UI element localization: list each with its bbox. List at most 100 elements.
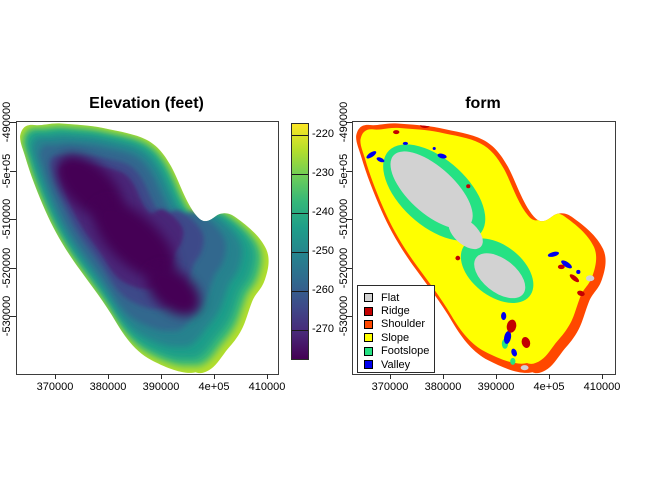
x-tick: [443, 374, 444, 379]
form-valley-patch: [547, 251, 560, 257]
x-tick: [549, 374, 550, 379]
x-tick-label: 390000: [142, 381, 180, 393]
legend-label: Ridge: [381, 305, 410, 318]
form-valley-patch: [437, 153, 447, 159]
legend-label: Valley: [381, 358, 411, 371]
x-tick: [496, 374, 497, 379]
form-valley-patch: [576, 269, 581, 274]
form-footslope-patch: [510, 357, 516, 365]
form-map: [356, 123, 606, 374]
legend-label: Footslope: [381, 345, 430, 358]
y-tick: [10, 171, 16, 172]
form-flat-core-mid: [448, 216, 483, 250]
colorbar-tick: [292, 330, 308, 331]
colorbar-tick: [292, 135, 308, 136]
legend-item-ridge: Ridge: [364, 304, 434, 317]
elevation-colorbar: [291, 123, 309, 360]
x-tick-label: 410000: [248, 381, 286, 393]
form-ridge-patch: [577, 290, 585, 297]
x-tick: [390, 374, 391, 379]
colorbar-label: -220: [312, 128, 335, 140]
shoulder-swatch: [364, 319, 373, 329]
y-tick-label: -530000: [338, 295, 350, 337]
form-valley-patch: [561, 260, 572, 269]
form-flat-core-se: [474, 253, 526, 299]
colorbar-label: -270: [312, 323, 335, 335]
y-tick: [10, 268, 16, 269]
x-tick-label: 380000: [89, 381, 127, 393]
y-tick: [346, 268, 352, 269]
x-tick-label: 370000: [36, 381, 74, 393]
panel-elevation: [16, 121, 279, 375]
form-flat-core-nw: [390, 151, 473, 229]
legend-item-shoulder: Shoulder: [364, 318, 434, 331]
form-ridge-patch: [557, 264, 565, 270]
valley-swatch: [364, 360, 373, 370]
colorbar-tick: [292, 213, 308, 214]
y-tick: [346, 122, 352, 123]
form-valley-patch: [511, 348, 517, 357]
form-title: form: [465, 95, 501, 112]
elevation-title: Elevation (feet): [89, 95, 204, 112]
x-tick: [108, 374, 109, 379]
legend-item-footslope: Footslope: [364, 345, 434, 358]
panel-form: Flat Ridge Shoulder Slope Footslope Vall…: [352, 121, 616, 375]
slope-swatch: [364, 333, 373, 343]
form-ridge-patch: [506, 319, 517, 333]
x-tick: [161, 374, 162, 379]
legend-item-flat: Flat: [364, 291, 434, 304]
colorbar-tick: [292, 291, 308, 292]
colorbar-label: -240: [312, 206, 335, 218]
legend-item-valley: Valley: [364, 358, 434, 371]
x-tick: [55, 374, 56, 379]
x-tick: [602, 374, 603, 379]
x-tick-label: 410000: [583, 381, 621, 393]
form-valley-patch: [501, 312, 507, 321]
elevation-map: [20, 123, 269, 374]
x-tick-label: 390000: [477, 381, 515, 393]
footslope-swatch: [364, 346, 373, 356]
form-ridge-patch: [521, 337, 531, 348]
legend-label: Slope: [381, 331, 410, 344]
y-tick: [346, 171, 352, 172]
y-tick: [10, 316, 16, 317]
colorbar-label: -260: [312, 284, 335, 296]
legend-label: Shoulder: [381, 318, 426, 331]
colorbar-label: -250: [312, 245, 335, 257]
legend-label: Flat: [381, 291, 400, 304]
colorbar-tick: [292, 174, 308, 175]
form-ridge-patch: [455, 255, 461, 261]
x-tick-label: 4e+05: [198, 381, 230, 393]
elevation-dark-core-mid: [93, 200, 176, 280]
y-tick: [346, 219, 352, 220]
x-tick: [267, 374, 268, 379]
y-tick: [10, 122, 16, 123]
form-ridge-patch: [356, 200, 362, 210]
form-valley-patch: [376, 157, 385, 163]
colorbar-tick: [292, 252, 308, 253]
x-tick-label: 370000: [371, 381, 409, 393]
y-tick: [10, 219, 16, 220]
elevation-dark-core-se: [146, 266, 201, 316]
form-flat-patch: [520, 365, 529, 371]
form-ridge-patch: [393, 130, 400, 135]
form-valley-patch: [402, 141, 409, 145]
legend-item-slope: Slope: [364, 331, 434, 344]
form-legend: Flat Ridge Shoulder Slope Footslope Vall…: [357, 285, 435, 373]
x-tick-label: 4e+05: [533, 381, 565, 393]
form-valley-patch: [432, 146, 436, 150]
x-tick: [214, 374, 215, 379]
x-tick-label: 380000: [424, 381, 462, 393]
form-ridge-patch: [466, 184, 471, 189]
flat-swatch: [364, 293, 373, 303]
ridge-swatch: [364, 306, 373, 316]
form-ridge-patch: [419, 123, 431, 129]
y-tick: [346, 316, 352, 317]
y-tick-label: -530000: [1, 295, 13, 337]
form-flat-patch: [585, 275, 595, 282]
form-flat-patch: [469, 123, 478, 129]
colorbar-label: -230: [312, 167, 335, 179]
form-ridge-patch: [569, 274, 580, 283]
form-valley-patch: [366, 151, 377, 159]
